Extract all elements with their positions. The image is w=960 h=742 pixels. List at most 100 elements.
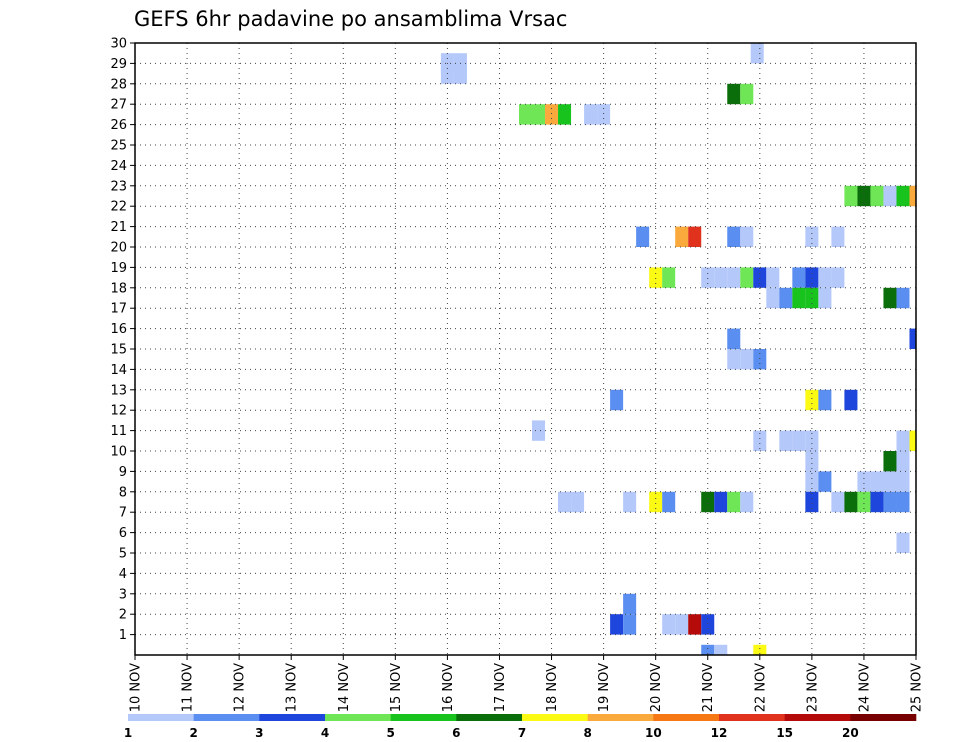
heatmap-cell [792, 430, 806, 451]
heatmap-cell [909, 430, 916, 451]
heatmap-cell [740, 226, 754, 247]
heatmap-cell [571, 491, 585, 513]
heatmap-cell [714, 267, 728, 288]
colorbar-swatch [784, 714, 851, 721]
heatmap-cell [844, 185, 858, 207]
heatmap-cell [740, 83, 754, 105]
y-tick-label: 5 [119, 547, 127, 562]
heatmap-cell [805, 451, 819, 472]
x-axis: 10 NOV 11 NOV 12 NOV 13 NOV 14 NOV 15 NOV 16 N… [129, 655, 925, 712]
heatmap-cell [805, 226, 819, 247]
heatmap-cell [805, 389, 819, 411]
grid-lines [135, 43, 916, 655]
heatmap-cell [714, 491, 728, 513]
heatmap-cell [727, 349, 741, 370]
heatmap-cell [883, 185, 897, 207]
colorbar-swatch [719, 714, 785, 721]
heatmap-cell [623, 614, 637, 635]
heatmap-cell [857, 185, 871, 207]
heatmap-cell [753, 644, 767, 655]
heatmap-cell [805, 430, 819, 451]
x-tick-label: 24 NOV [857, 663, 872, 712]
heatmap-cell [623, 491, 637, 513]
heatmap-cell [675, 226, 689, 247]
colorbar-swatch [128, 714, 194, 721]
heatmap-cell [818, 471, 832, 492]
colorbar-label: 6 [452, 726, 460, 740]
colorbar: 1 2 3 4 5 6 7 8 10 12 15 20 [124, 714, 917, 740]
x-tick-label: 14 NOV [337, 663, 352, 712]
x-tick-label: 23 NOV [805, 663, 820, 712]
heatmap-cell [636, 226, 650, 247]
heatmap-cell [805, 491, 819, 513]
y-tick-label: 20 [110, 241, 127, 256]
y-tick-label: 27 [110, 98, 127, 113]
heatmap-cell [701, 644, 715, 655]
colorbar-label: 5 [386, 726, 394, 740]
heatmap-cell [831, 491, 845, 513]
heatmap-cell [896, 491, 910, 513]
y-tick-label: 26 [110, 118, 127, 133]
y-tick-label: 14 [110, 363, 127, 378]
x-tick-label: 12 NOV [233, 663, 248, 712]
heatmap-cell [779, 287, 793, 309]
heatmap-cell [701, 267, 715, 288]
heatmap-cell [649, 267, 663, 288]
heatmap-cell [740, 491, 754, 513]
heatmap-cell [818, 267, 832, 288]
heatmap-cell [753, 267, 767, 288]
heatmap-cell [649, 491, 663, 513]
heatmap-cell [623, 593, 637, 615]
heatmap-cell [805, 471, 819, 492]
heatmap-cell [545, 104, 559, 125]
heatmap-cell [558, 491, 572, 513]
colorbar-label: 4 [321, 726, 329, 740]
heatmap-cell [870, 185, 884, 207]
heatmap-cell [883, 287, 897, 309]
y-tick-label: 16 [110, 322, 127, 337]
colorbar-swatch [259, 714, 326, 721]
colorbar-label: 10 [645, 726, 662, 740]
heatmap-cell [779, 430, 793, 451]
y-tick-label: 23 [110, 179, 127, 194]
x-tick-label: 15 NOV [389, 663, 404, 712]
colorbar-label: 2 [189, 726, 197, 740]
heatmap-cell [584, 104, 598, 125]
heatmap-cell [857, 471, 871, 492]
heatmap-cell [909, 328, 916, 349]
heatmap-cell [597, 104, 611, 125]
heatmap-cell [532, 420, 546, 441]
x-tick-label: 21 NOV [701, 663, 716, 712]
x-tick-label: 22 NOV [753, 663, 768, 712]
y-tick-label: 25 [110, 139, 127, 154]
x-tick-label: 19 NOV [597, 663, 612, 712]
heatmap-cell [727, 83, 741, 105]
y-tick-label: 8 [119, 485, 127, 500]
heatmap-cell [896, 532, 910, 553]
y-axis: 1234567891011121314151617181920212223242… [110, 37, 135, 643]
heatmap-cell [792, 287, 806, 309]
heatmap-cell [896, 471, 910, 492]
heatmap-cell [558, 104, 572, 125]
colorbar-label: 15 [776, 726, 793, 740]
y-tick-label: 4 [119, 567, 127, 582]
heatmap-cell [727, 491, 741, 513]
heatmap-cell [896, 185, 910, 207]
y-tick-label: 21 [110, 220, 127, 235]
heatmap-cell [714, 644, 728, 655]
y-tick-label: 24 [110, 159, 127, 174]
colorbar-swatch [653, 714, 720, 721]
x-tick-label: 10 NOV [129, 663, 144, 712]
heatmap-cell [831, 267, 845, 288]
y-tick-label: 12 [110, 404, 127, 419]
heatmap-cell [883, 471, 897, 492]
heatmap-cell [857, 491, 871, 513]
heatmap-cell [662, 491, 676, 513]
y-tick-label: 28 [110, 77, 127, 92]
heatmap-cell [750, 43, 764, 64]
x-tick-label: 16 NOV [441, 663, 456, 712]
colorbar-label: 20 [842, 726, 859, 740]
x-tick-label: 18 NOV [545, 663, 560, 712]
x-tick-label: 20 NOV [649, 663, 664, 712]
